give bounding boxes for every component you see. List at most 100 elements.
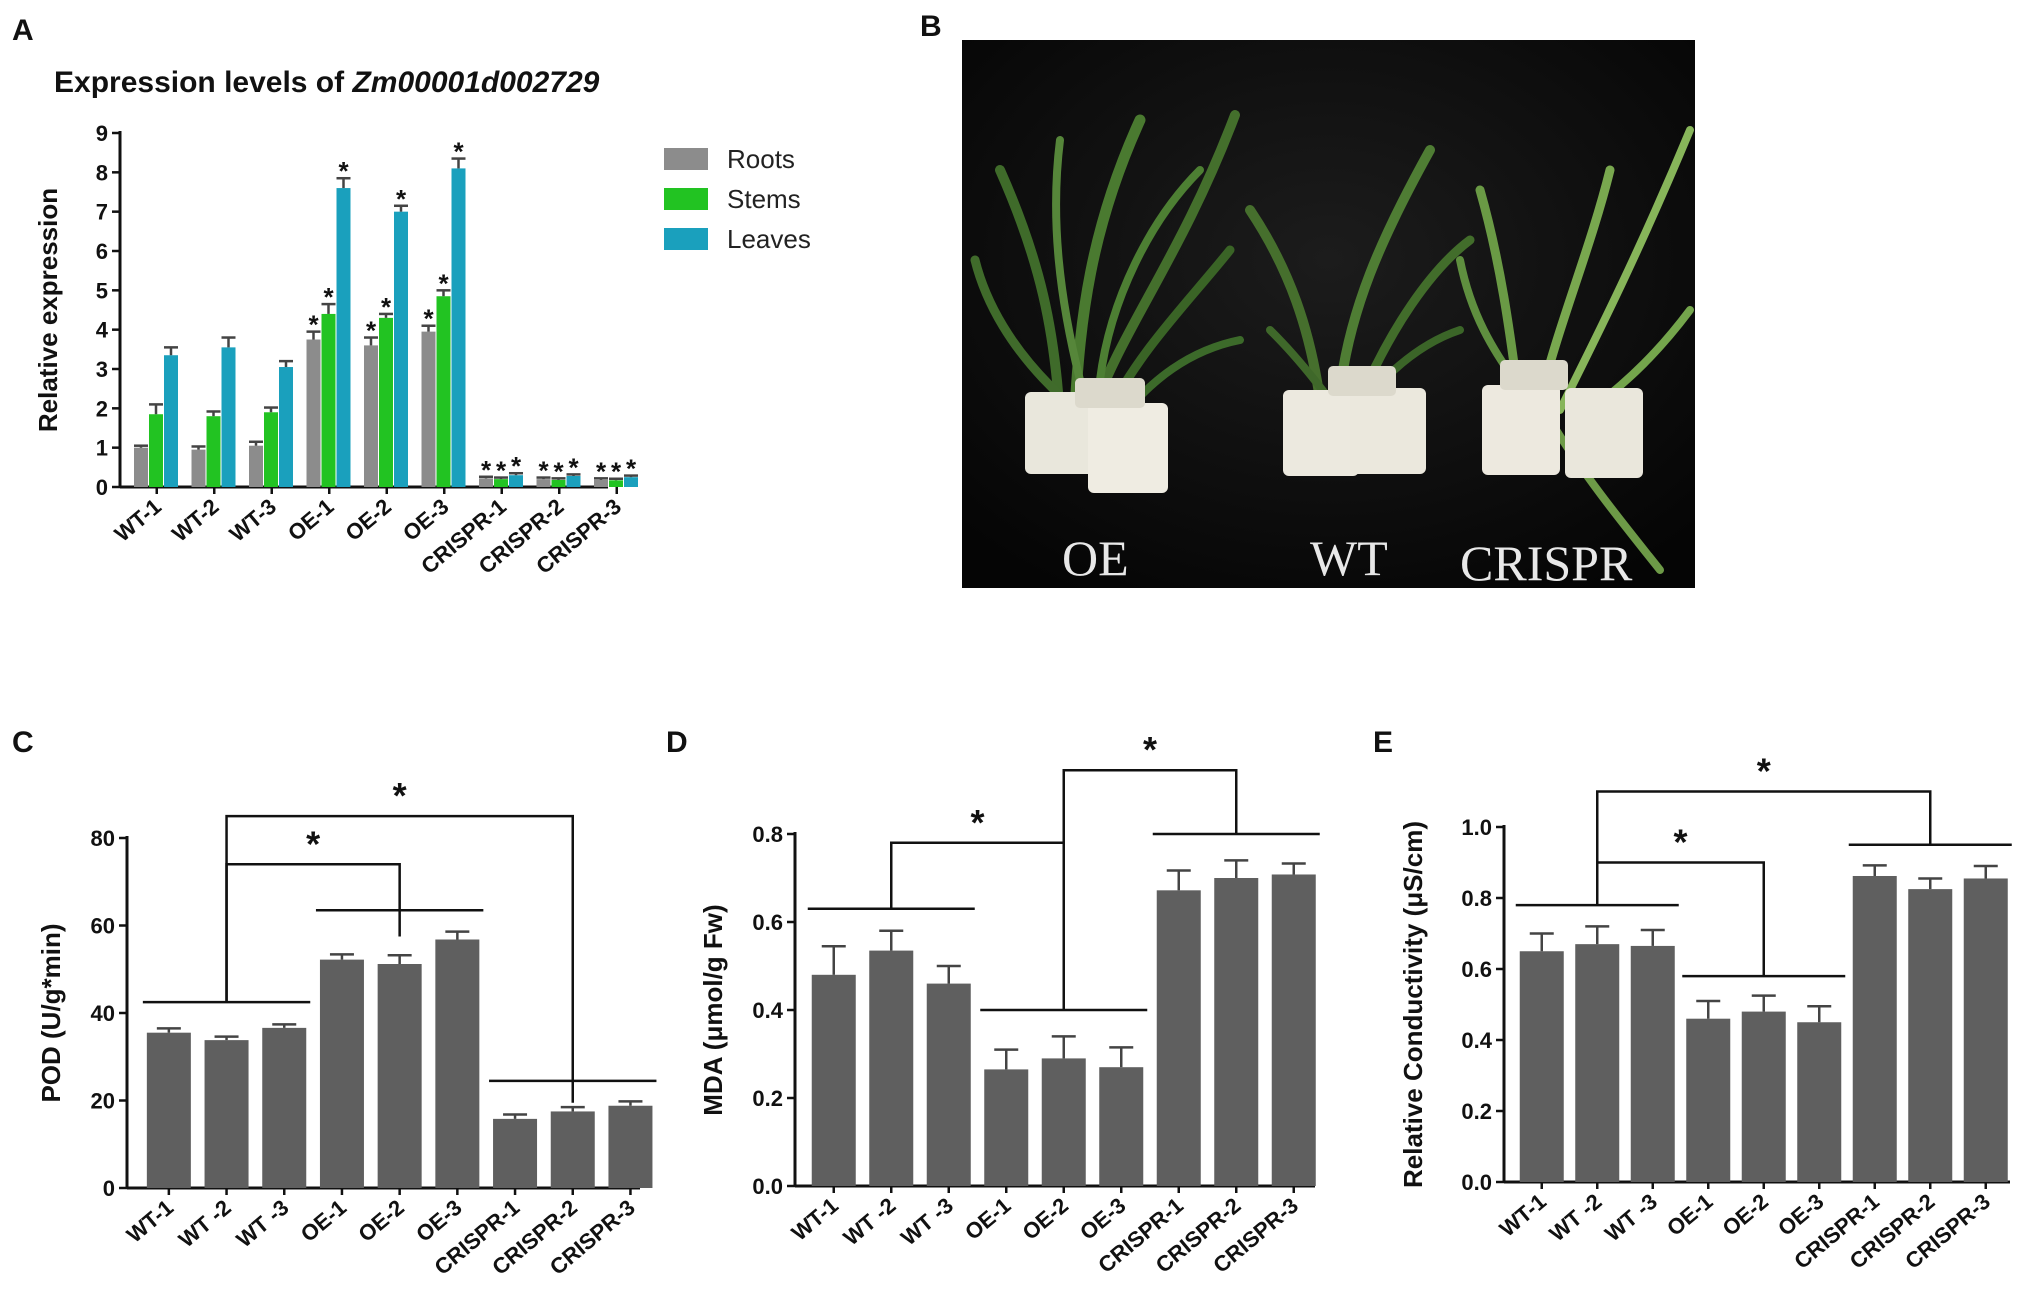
x-tick-label: OE-2 (353, 1195, 408, 1247)
x-tick-label: WT -3 (232, 1195, 294, 1253)
y-tick-label: 0.8 (1461, 886, 1492, 911)
significance-bracket (225, 814, 574, 1103)
significance-bracket (1062, 768, 1238, 1010)
chart-a-y-axis-title: Relative expression (33, 188, 63, 432)
bar (1271, 874, 1316, 1186)
significance-star: * (626, 454, 637, 484)
bar (550, 1111, 595, 1188)
photo-label-oe: OE (1062, 530, 1129, 586)
bar-roots (306, 339, 321, 487)
chart-a-title-gene: Zm00001d002729 (351, 66, 599, 99)
x-tick-label: OE-2 (1718, 1189, 1773, 1241)
bar-leaves (624, 477, 638, 487)
significance-bracket (225, 863, 401, 1003)
y-tick-label: 1.0 (1461, 815, 1492, 840)
bar-stems (379, 317, 393, 487)
bar (1686, 1018, 1731, 1182)
x-tick-label: OE-1 (960, 1193, 1015, 1245)
photo-background (962, 40, 1695, 588)
y-tick-label: 0.0 (752, 1174, 783, 1199)
bar-stems (609, 480, 623, 487)
y-tick-label: 0.8 (752, 822, 783, 847)
x-tick-label: WT -2 (174, 1195, 236, 1253)
y-tick-label: 0.0 (1461, 1170, 1492, 1195)
y-tick-label: 60 (91, 914, 115, 939)
x-tick-label: WT -2 (839, 1193, 901, 1251)
bar (146, 1032, 191, 1188)
x-tick-label: WT -3 (1600, 1189, 1662, 1247)
y-tick-label: 0.2 (1461, 1099, 1492, 1124)
significance-star: * (423, 304, 434, 334)
significance-star: * (538, 456, 549, 486)
x-tick-label: WT-1 (1495, 1189, 1551, 1242)
x-tick-label: WT-2 (167, 494, 223, 547)
significance-star: * (511, 451, 522, 481)
significance-star: * (568, 452, 579, 482)
bar (377, 964, 422, 1188)
bar (1741, 1011, 1786, 1182)
y-tick-label: 0.6 (1461, 957, 1492, 982)
bar (608, 1105, 653, 1188)
x-tick-label: WT-3 (225, 494, 281, 547)
y-tick-label: 7 (96, 200, 108, 225)
x-tick-label: WT-1 (110, 494, 166, 547)
y-tick-label: 20 (91, 1089, 115, 1114)
panel-label-a: A (12, 14, 34, 47)
bar (811, 974, 856, 1186)
legend-label-leaves: Leaves (727, 224, 811, 254)
panel-label-b: B (920, 10, 942, 43)
chart-e: 0.0 0.2 0.4 0.6 0.8 1.0 Relative Conductivity … (1398, 751, 2012, 1274)
x-tick-label: WT-1 (122, 1195, 178, 1248)
significance-star: * (1143, 729, 1157, 770)
bar-leaves (566, 475, 581, 487)
bar (1797, 1022, 1842, 1182)
y-tick-label: 3 (96, 357, 108, 382)
bar-stems (436, 296, 451, 487)
bar-stems (206, 416, 221, 487)
y-tick-label: 9 (96, 121, 108, 146)
bar-roots (134, 447, 148, 487)
bar (1908, 889, 1953, 1182)
significance-star: * (366, 316, 377, 346)
photo-label-crispr: CRISPR (1460, 535, 1633, 591)
y-tick-label: 80 (91, 826, 115, 851)
bar-roots (421, 331, 436, 487)
significance-star: * (396, 184, 407, 214)
bar (1963, 878, 2008, 1182)
significance-star: * (496, 456, 507, 486)
photo-label-wt: WT (1310, 530, 1388, 586)
y-tick-label: 1 (96, 436, 108, 461)
bar-stems (264, 412, 278, 487)
x-tick-label: WT -2 (1545, 1189, 1607, 1247)
bar (1214, 878, 1259, 1186)
bar-roots (479, 478, 493, 487)
bar-roots (191, 449, 206, 487)
bar-roots (249, 445, 263, 487)
significance-star: * (323, 282, 334, 312)
bar (262, 1027, 307, 1188)
significance-bracket (1596, 861, 1765, 977)
bar (1519, 951, 1564, 1182)
x-tick-label: WT -3 (896, 1193, 958, 1251)
bar (493, 1118, 538, 1188)
bar (204, 1040, 249, 1188)
bar-roots (536, 479, 551, 487)
bar (1630, 945, 1675, 1182)
significance-star: * (553, 456, 564, 486)
x-tick-label: WT-1 (787, 1193, 843, 1246)
bar-leaves (394, 211, 408, 487)
y-tick-label: 0.4 (752, 998, 783, 1023)
bar-leaves (451, 168, 466, 487)
x-tick-label: OE-1 (1662, 1189, 1717, 1241)
legend-swatch-stems (664, 188, 708, 210)
panel-label-d: D (666, 726, 688, 759)
legend-swatch-roots (664, 148, 708, 170)
significance-star: * (611, 457, 622, 487)
significance-star: * (970, 802, 984, 843)
bar (1852, 875, 1897, 1182)
legend-label-roots: Roots (727, 144, 795, 174)
plant-photo: OE WT CRISPR (962, 40, 1695, 591)
